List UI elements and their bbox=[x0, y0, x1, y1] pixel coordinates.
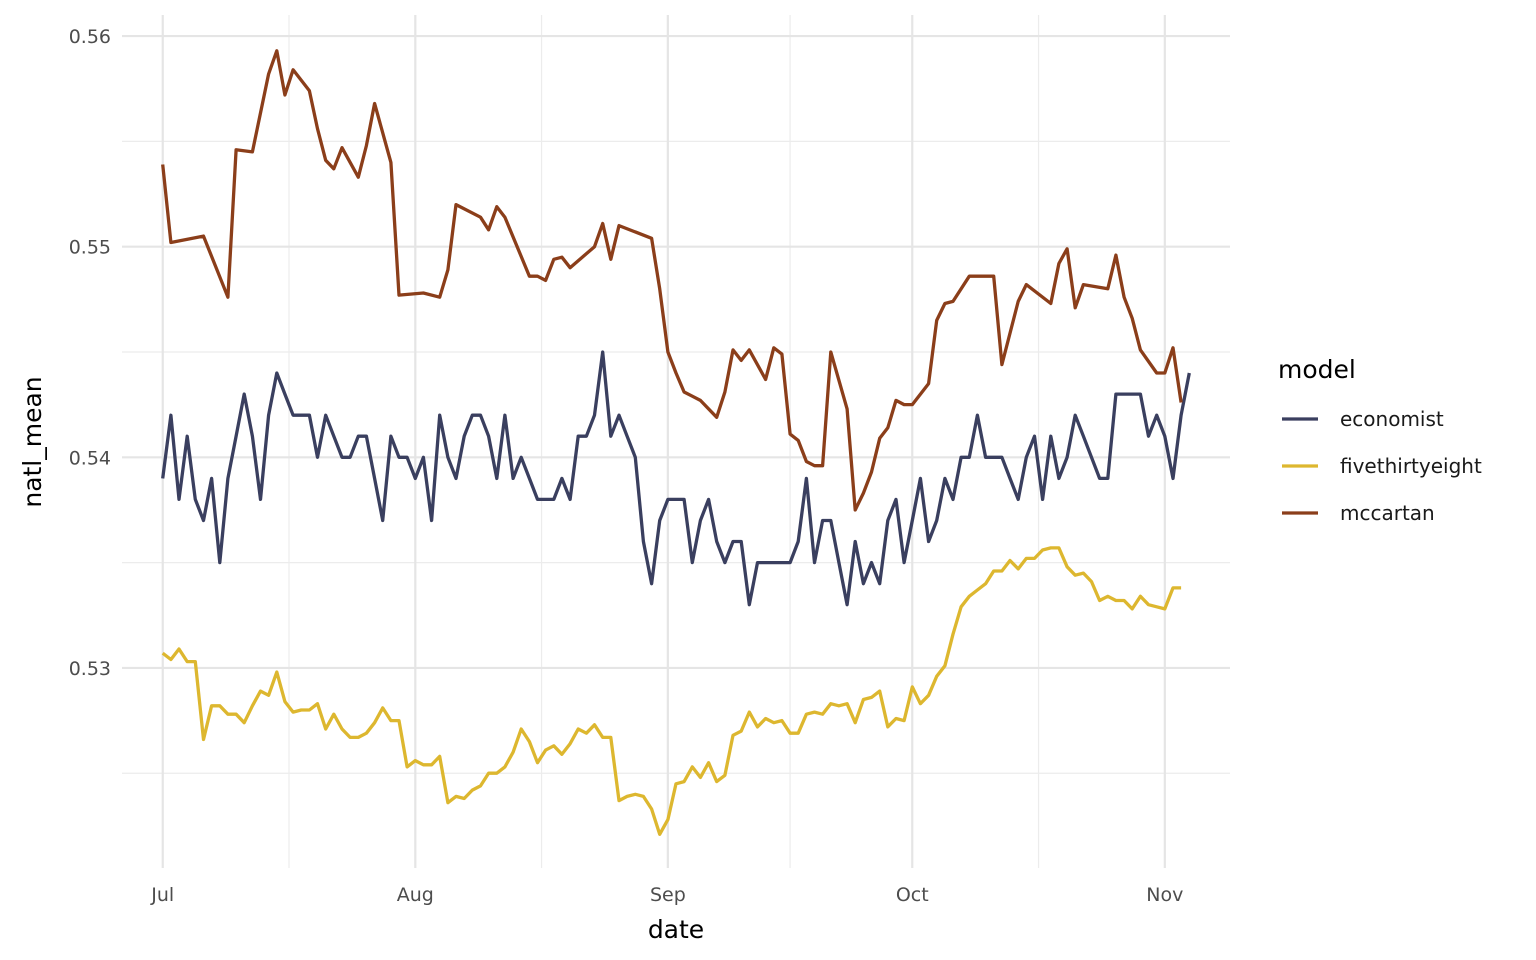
x-tick-label: Jul bbox=[150, 884, 174, 906]
legend-label-mccartan: mccartan bbox=[1340, 501, 1435, 525]
y-tick-label: 0.54 bbox=[69, 447, 111, 469]
x-axis-tick-labels: Jul Aug Sep Oct Nov bbox=[150, 884, 1183, 906]
y-tick-label: 0.56 bbox=[69, 26, 111, 48]
y-axis-title: natl_mean bbox=[18, 376, 47, 507]
x-tick-label: Sep bbox=[650, 884, 686, 906]
series-lines bbox=[161, 49, 1191, 836]
legend-label-fivethirtyeight: fivethirtyeight bbox=[1340, 454, 1482, 478]
legend: model economist fivethirtyeight mccartan bbox=[1278, 355, 1482, 525]
series-line-mccartan bbox=[161, 49, 1183, 512]
legend-label-economist: economist bbox=[1340, 407, 1444, 431]
series-line-fivethirtyeight bbox=[161, 546, 1182, 836]
x-tick-label: Nov bbox=[1146, 884, 1183, 906]
legend-title: model bbox=[1278, 355, 1356, 384]
x-tick-label: Oct bbox=[896, 884, 929, 906]
x-axis-title: date bbox=[648, 915, 704, 944]
legend-items: economist fivethirtyeight mccartan bbox=[1282, 407, 1482, 525]
series-line-economist bbox=[161, 350, 1191, 607]
y-axis-tick-labels: 0.53 0.54 0.55 0.56 bbox=[69, 26, 111, 680]
minor-gridlines bbox=[122, 15, 1230, 868]
y-tick-label: 0.55 bbox=[69, 237, 111, 259]
x-tick-label: Aug bbox=[397, 884, 434, 906]
y-tick-label: 0.53 bbox=[69, 658, 111, 680]
